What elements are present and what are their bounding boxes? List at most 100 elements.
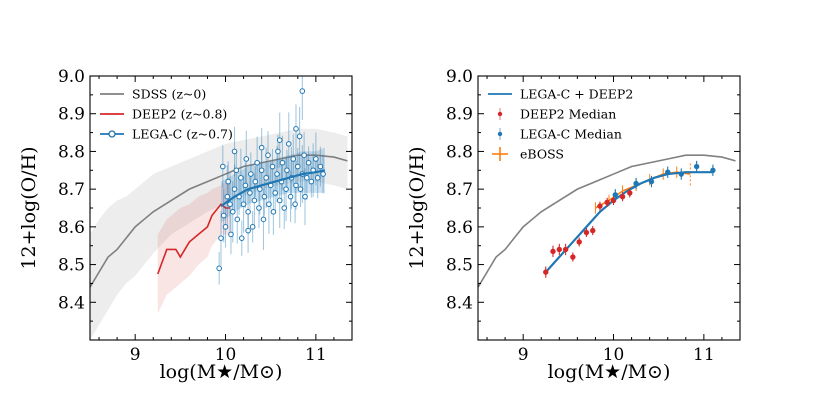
y-tick-label: 8.7 [446,180,473,200]
legac-point [231,186,238,192]
legac-point [265,152,271,158]
legac-point [258,167,265,174]
y-tick-label: 8.8 [58,142,85,162]
x-tick-label: 10 [603,345,625,365]
legend-label: eBOSS [520,147,564,162]
y-tick-label: 8.8 [446,142,473,162]
legac-point [249,224,256,230]
deep2-median-point [562,246,569,253]
legac-median-point [612,192,619,198]
legac-point [305,159,312,166]
legac-point [290,156,297,162]
y-tick-label: 8.9 [446,105,473,125]
legac-point [320,171,326,177]
legac-point [299,88,306,94]
legac-point [283,186,289,192]
legac-point [308,178,315,185]
y-tick-label: 8.6 [58,218,85,238]
legac-point [228,231,234,238]
legend-key [100,130,124,138]
x-tick-label: 9 [130,345,141,365]
legac-point [266,201,272,208]
panel-right: 9 10 11 8.4 8.5 8.6 8.7 8.8 8.9 9.0 log(M★/M⊙) 12+l… [406,67,741,383]
legac-point [220,163,226,170]
legend-key [497,108,503,120]
legac-point [229,208,236,215]
legac-point [227,201,233,208]
legac-point [304,175,310,181]
x-axis-title: log(M★/M⊙) [160,361,283,383]
x-tick-label: 11 [693,345,715,365]
legac-point [222,224,229,230]
legac-point [258,144,265,151]
legac-fit-line [220,169,326,208]
legend: LEGA-C + DEEP2 DEEP2 Median LEGA-C Median e… [488,87,633,162]
legac-point [272,190,279,196]
sdss-line [478,154,736,288]
x-tick-label: 10 [215,345,237,365]
x-tick-label: 9 [518,345,529,365]
legend: SDSS (z~0) DEEP2 (z~0.8) LEGA-C (z~0.7) [100,87,233,142]
legac-point [276,137,283,143]
legac-deep2-fit-line [544,171,713,273]
y-axis-title: 12+log(O/H) [18,146,40,269]
deep2-median-point [597,203,603,209]
sdss-line [90,154,348,288]
legac-point [245,227,251,234]
legac-point [245,208,251,215]
legac-point [284,167,290,174]
y-tick-label: 8.6 [446,218,473,238]
y-tick-label: 9.0 [58,67,85,87]
y-tick-label: 8.9 [58,105,85,125]
y-tick-label: 9.0 [446,67,473,87]
legac-median-point [678,171,684,177]
legac-point [281,205,288,211]
legac-point [238,235,245,241]
legac-median-point [710,167,716,173]
deep2-median-point [570,254,576,260]
plot-area [90,76,348,340]
y-tick-label: 8.7 [58,180,85,200]
legac-point [248,171,254,177]
legac-point [293,182,299,189]
legend-label: SDSS (z~0) [132,87,206,102]
legac-point [216,265,222,272]
deep2-median-point [627,190,633,196]
x-axis-title: log(M★/M⊙) [548,361,671,383]
legac-point [294,163,301,170]
deep2-median-point [583,229,590,236]
legend-label: DEEP2 Median [520,107,616,122]
legac-point [270,208,277,215]
legac-point [251,197,258,204]
legac-point [242,182,249,189]
legac-point [234,216,241,223]
legac-point [293,126,299,132]
legend-label: LEGA-C Median [520,127,622,142]
legac-point [279,159,286,166]
legac-point [317,163,324,170]
deep2-median-point [556,246,563,253]
legac-point [257,186,263,192]
deep2-median-point [604,199,610,206]
legac-point [314,175,321,181]
legac-point [296,133,303,140]
legac-point [261,193,268,200]
legend-marker [108,130,116,138]
legac-point [240,201,247,208]
legac-point [263,175,269,181]
legend-marker [497,111,503,117]
legac-point [247,190,253,196]
legend-marker [497,131,503,137]
legac-median-point [665,169,671,175]
legac-point [254,159,260,166]
deep2-median-point [619,193,626,200]
deep2-median-point [590,227,596,234]
legac-point [243,156,250,162]
panel-left: 9 10 11 8.4 8.5 8.6 8.7 8.8 8.9 9.0 log(M★/M⊙) 12+l… [18,67,353,383]
legac-point [260,216,267,223]
deep2-median-point [543,269,549,275]
legac-point [313,156,319,162]
legac-point [287,193,294,200]
legac-median-point [648,178,655,185]
